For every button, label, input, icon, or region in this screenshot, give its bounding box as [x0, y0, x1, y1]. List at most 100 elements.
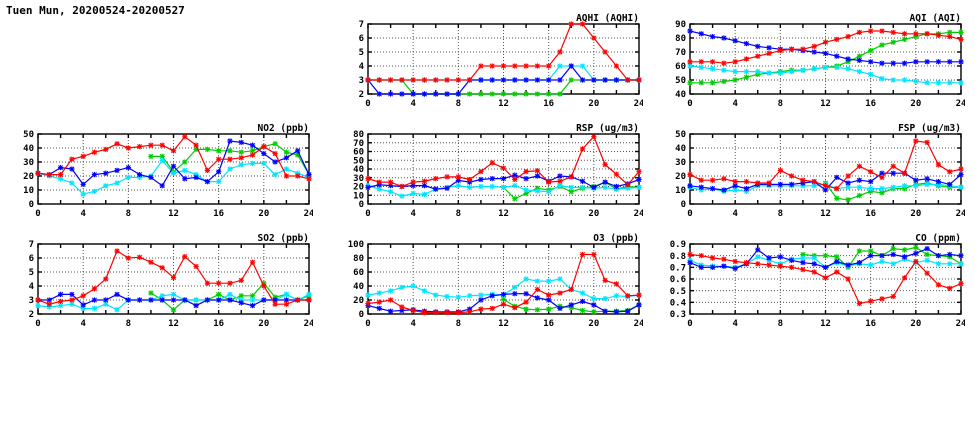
ytick-label: 2 [29, 310, 34, 320]
data-point [766, 45, 772, 51]
data-point [777, 181, 783, 188]
data-point [365, 300, 371, 307]
data-point [845, 262, 851, 268]
data-point [777, 167, 783, 174]
ytick-label: 0.9 [670, 240, 686, 250]
data-point [687, 260, 693, 266]
data-point [834, 53, 840, 59]
data-point [868, 178, 874, 185]
data-point [755, 247, 761, 253]
data-point [489, 77, 495, 83]
data-point [238, 300, 244, 306]
ytick-label: 30 [353, 174, 364, 184]
data-point [376, 179, 382, 185]
data-point [557, 49, 563, 55]
data-point [709, 255, 716, 261]
data-point [602, 308, 608, 314]
data-point [249, 142, 256, 148]
data-point [732, 38, 738, 44]
data-point [834, 185, 840, 192]
data-point [924, 139, 930, 146]
ytick-label: 6 [29, 254, 34, 264]
xtick-label: 8 [456, 319, 461, 329]
data-point [935, 253, 942, 259]
xtick-label: 12 [820, 209, 831, 219]
data-point [743, 185, 750, 192]
data-point [444, 185, 450, 191]
ytick-label: 3 [29, 296, 34, 306]
ytick-label: 40 [353, 282, 364, 292]
ytick-label: 90 [675, 20, 686, 30]
data-point [306, 297, 312, 303]
data-point [227, 297, 233, 303]
data-point [845, 33, 851, 40]
data-point [913, 258, 919, 265]
data-point [822, 64, 829, 71]
data-point [868, 169, 874, 175]
data-point [822, 50, 829, 57]
data-point [602, 179, 608, 185]
data-point [410, 179, 416, 185]
data-point [732, 178, 738, 185]
data-point [958, 171, 964, 178]
data-point [913, 31, 919, 37]
xtick-label: 24 [956, 99, 965, 109]
data-point [523, 169, 529, 175]
data-point [534, 173, 540, 179]
data-point [148, 153, 154, 160]
data-point [958, 80, 964, 86]
data-point [636, 169, 642, 175]
data-point [91, 286, 98, 292]
data-point [834, 174, 840, 181]
data-point [376, 299, 382, 305]
data-point [433, 292, 439, 298]
xtick-label: 20 [258, 319, 269, 329]
series-cyan [365, 183, 642, 199]
data-point [890, 39, 896, 45]
page-title: Tuen Mun, 20200524-20200527 [6, 4, 185, 17]
xtick-label: 16 [865, 209, 876, 219]
xtick-label: 4 [80, 209, 86, 219]
data-point [295, 297, 301, 303]
data-point [721, 256, 727, 262]
data-point [568, 184, 574, 190]
data-point [800, 67, 806, 73]
data-point [546, 297, 552, 303]
data-point [523, 91, 529, 97]
data-point [698, 184, 704, 190]
data-point [890, 77, 896, 83]
data-point [766, 180, 772, 186]
data-point [698, 64, 704, 71]
data-point [283, 149, 290, 155]
series-red [687, 28, 964, 66]
data-point [901, 60, 908, 66]
xtick-label: 20 [588, 99, 599, 109]
xtick-label: 24 [304, 319, 313, 329]
data-point [901, 77, 908, 83]
data-point [698, 80, 704, 86]
data-point [958, 166, 964, 172]
data-point [557, 77, 563, 83]
data-point [579, 307, 586, 314]
data-point [856, 192, 862, 199]
panel-fsp: 0 10 20 30 40 50 0 4 8 12 16 20 24 FSP (ug/m3) [660, 122, 965, 220]
data-point [591, 77, 597, 83]
data-point [811, 43, 817, 50]
data-point [170, 291, 177, 298]
ytick-label: 40 [675, 90, 686, 100]
data-point [444, 293, 450, 300]
xtick-label: 8 [778, 99, 783, 109]
data-point [249, 259, 256, 265]
data-point [924, 31, 930, 37]
data-point [890, 293, 896, 300]
data-point [868, 262, 874, 268]
data-point [159, 183, 165, 189]
data-point [283, 173, 290, 179]
data-point [283, 155, 290, 161]
series-blue [35, 138, 312, 189]
ytick-label: 40 [353, 165, 364, 175]
data-point [879, 185, 885, 192]
data-point [80, 293, 86, 299]
data-point [789, 68, 795, 75]
data-point [868, 28, 874, 34]
